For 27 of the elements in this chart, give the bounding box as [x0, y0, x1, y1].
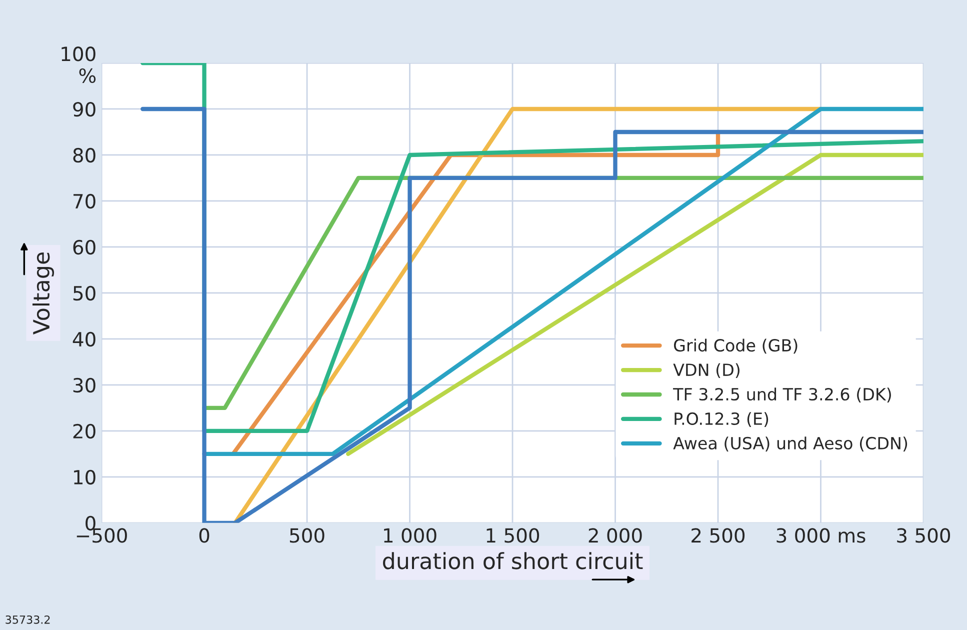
- x-tick-label: 1 500: [486, 528, 540, 543]
- y-tick-label: 70: [74, 194, 96, 209]
- x-tick-label: 3 500: [897, 528, 950, 543]
- line-series: [140, 106, 924, 523]
- text: 35733.2: [6, 615, 50, 624]
- x-tick-label: 0: [199, 528, 210, 543]
- y-tick-label: 100 %: [62, 46, 96, 84]
- legend-label: P.O.12.3 (E): [674, 412, 768, 427]
- x-tick-label: 500: [290, 528, 324, 543]
- legend-label: TF 3.2.5 und TF 3.2.6 (DK): [673, 388, 891, 403]
- y-tick-label: 60: [73, 240, 96, 255]
- legend-label: Awea (USA) und Aeso (CDN): [673, 436, 908, 452]
- x-tick-label: 2 500: [692, 528, 745, 543]
- x-axis-title: duration of short circuit: [383, 552, 643, 570]
- legend-label: VDN (D): [673, 363, 740, 378]
- legend-label: Grid Code (GB): [674, 338, 798, 354]
- x-tick-label: 1 000: [384, 528, 436, 543]
- x-tick-label: 2 000: [588, 528, 642, 543]
- y-tick-label: 20: [73, 424, 96, 439]
- y-tick-label: 90: [73, 102, 96, 117]
- y-tick-label: 80: [73, 148, 96, 163]
- y-tick-label: 10: [74, 470, 96, 485]
- x-tick-label: 3 000 ms: [776, 528, 866, 543]
- y-tick-label: 40: [72, 332, 96, 347]
- y-axis-title: Voltage: [32, 252, 54, 334]
- y-tick-label: 50: [73, 286, 96, 301]
- y-tick-label: 30: [73, 378, 96, 393]
